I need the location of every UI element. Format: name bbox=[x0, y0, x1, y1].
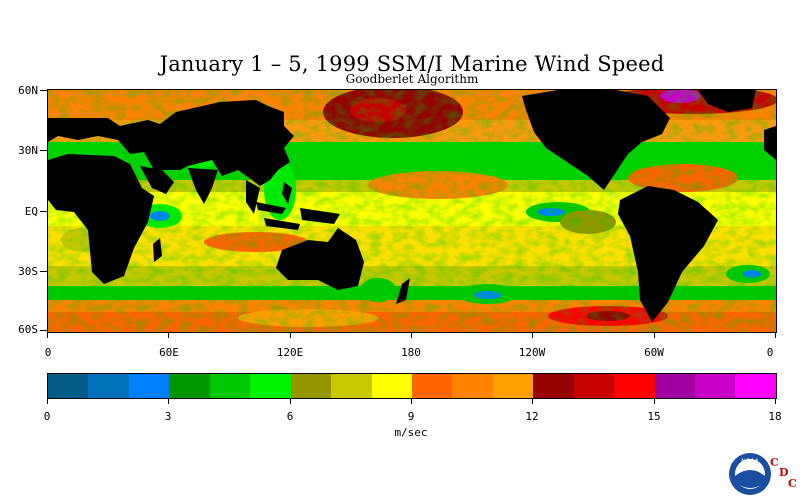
lat-label-60s: 60S bbox=[18, 323, 38, 336]
lat-label-60n: 60N bbox=[18, 84, 38, 97]
colorbar-segment bbox=[128, 374, 170, 398]
colorbar-segment bbox=[48, 374, 89, 398]
lon-tick bbox=[532, 332, 533, 338]
lon-tick bbox=[290, 332, 291, 338]
colorbar-segment bbox=[735, 374, 776, 398]
lat-tick bbox=[40, 271, 48, 272]
lat-label-eq: EQ bbox=[24, 205, 38, 218]
colorbar-segment bbox=[88, 374, 129, 398]
cdc-letter-c1: C bbox=[770, 456, 779, 469]
lon-label-60e: 60E bbox=[159, 346, 179, 359]
lat-tick bbox=[40, 330, 48, 331]
colorbar-unit: m/sec bbox=[394, 426, 428, 439]
colorbar-label-15: 15 bbox=[647, 410, 661, 423]
colorbar-segment bbox=[250, 374, 291, 398]
lon-label-180: 180 bbox=[401, 346, 421, 359]
colorbar-label-9: 9 bbox=[407, 410, 415, 423]
lat-tick bbox=[40, 90, 48, 91]
colorbar-segment bbox=[654, 374, 695, 398]
cdc-letter-c2: C bbox=[788, 477, 797, 490]
lon-tick bbox=[775, 332, 776, 338]
colorbar-segment bbox=[492, 374, 534, 398]
colorbar-segment bbox=[371, 374, 412, 398]
colorbar-segment bbox=[614, 374, 655, 398]
cdc-letter-d: D bbox=[779, 466, 789, 479]
noaa-logo-text: NOAA bbox=[741, 458, 759, 465]
colorbar-segment bbox=[411, 374, 453, 398]
lat-tick bbox=[40, 211, 48, 212]
lon-tick bbox=[47, 332, 48, 338]
colorbar-segment bbox=[452, 374, 493, 398]
map-title: January 1 – 5, 1999 SSM/I Marine Wind Sp… bbox=[159, 52, 665, 76]
colorbar-label-18: 18 bbox=[768, 410, 782, 423]
noaa-logo: NOAA bbox=[729, 453, 771, 495]
wind-speed-map bbox=[48, 90, 776, 332]
colorbar-tick bbox=[654, 398, 655, 404]
colorbar-tick bbox=[290, 398, 291, 404]
colorbar-label-0: 0 bbox=[43, 410, 51, 423]
colorbar-segment bbox=[533, 374, 574, 398]
lon-label-60w: 60W bbox=[644, 346, 664, 359]
colorbar-tick bbox=[532, 398, 533, 404]
lon-tick bbox=[654, 332, 655, 338]
lat-tick bbox=[40, 150, 48, 151]
colorbar-label-6: 6 bbox=[286, 410, 294, 423]
colorbar-segment bbox=[695, 374, 736, 398]
colorbar-label-12: 12 bbox=[525, 410, 539, 423]
lat-label-30n: 30N bbox=[18, 144, 38, 157]
colorbar-label-3: 3 bbox=[164, 410, 172, 423]
colorbar-segment bbox=[290, 374, 332, 398]
colorbar-tick bbox=[775, 398, 776, 404]
lat-label-30s: 30S bbox=[18, 265, 38, 278]
colorbar-tick bbox=[168, 398, 169, 404]
lon-tick bbox=[168, 332, 169, 338]
map-subtitle: Goodberlet Algorithm bbox=[345, 72, 479, 86]
colorbar-segment bbox=[573, 374, 615, 398]
colorbar-segment bbox=[331, 374, 372, 398]
lon-label-120e: 120E bbox=[276, 346, 304, 359]
land-masses bbox=[48, 90, 776, 322]
colorbar bbox=[47, 373, 777, 399]
lon-label-120w: 120W bbox=[518, 346, 546, 359]
colorbar-segment bbox=[209, 374, 251, 398]
colorbar-segment bbox=[169, 374, 210, 398]
lon-tick bbox=[411, 332, 412, 338]
lon-label-0: 0 bbox=[44, 346, 52, 359]
colorbar-tick bbox=[47, 398, 48, 404]
colorbar-tick bbox=[411, 398, 412, 404]
lon-label-0-end: 0 bbox=[766, 346, 774, 359]
